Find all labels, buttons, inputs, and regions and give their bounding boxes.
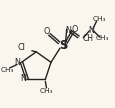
Text: CH₃: CH₃ [95, 35, 109, 41]
Text: Cl: Cl [18, 43, 26, 52]
Text: N: N [88, 26, 94, 35]
Text: O: O [71, 25, 78, 34]
Text: CH: CH [82, 34, 92, 43]
Text: N: N [20, 74, 26, 83]
Text: CH₃: CH₃ [92, 16, 105, 22]
Text: CH₃: CH₃ [0, 67, 14, 73]
Text: N: N [15, 58, 20, 67]
Text: CH₃: CH₃ [39, 88, 53, 94]
Text: N: N [65, 26, 71, 35]
Text: S: S [58, 39, 66, 52]
Text: O: O [43, 27, 49, 36]
